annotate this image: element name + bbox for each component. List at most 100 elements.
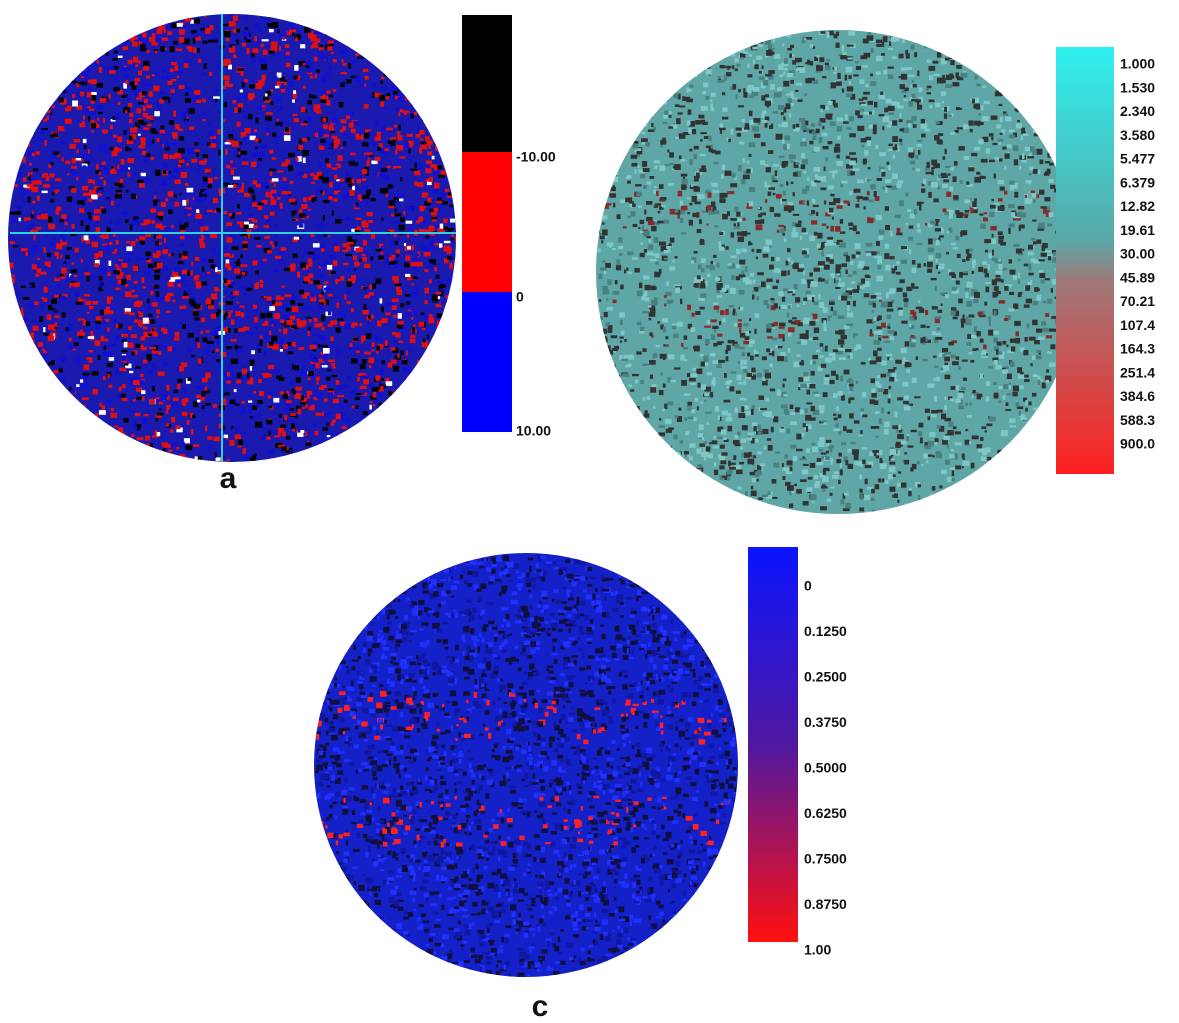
speckle: [118, 324, 122, 329]
speckle: [313, 31, 318, 34]
speckle: [366, 426, 370, 428]
speckle: [384, 16, 388, 22]
speckle: [705, 96, 709, 100]
speckle: [229, 21, 236, 26]
speckle: [386, 381, 393, 386]
speckle: [352, 406, 355, 409]
speckle: [321, 243, 327, 247]
speckle: [407, 25, 414, 31]
speckle: [945, 84, 952, 88]
speckle: [35, 121, 37, 123]
speckle: [283, 454, 285, 458]
speckle: [15, 184, 18, 187]
speckle: [394, 166, 401, 168]
speckle: [70, 421, 76, 425]
speckle: [137, 180, 143, 183]
speckle: [152, 140, 154, 143]
speckle: [154, 275, 160, 280]
speckle: [399, 33, 402, 36]
speckle: [246, 288, 252, 291]
speckle: [328, 360, 335, 363]
speckle: [48, 449, 52, 453]
speckle: [258, 379, 262, 383]
speckle: [155, 247, 158, 251]
speckle: [437, 282, 442, 285]
speckle: [126, 275, 130, 280]
speckle: [444, 152, 448, 157]
speckle: [704, 400, 706, 402]
speckle: [239, 305, 244, 307]
speckle: [1055, 488, 1061, 493]
speckle: [264, 321, 268, 326]
speckle: [133, 455, 140, 459]
speckle: [605, 129, 607, 133]
speckle: [441, 170, 448, 175]
speckle: [401, 84, 407, 89]
speckle: [761, 142, 766, 146]
speckle: [315, 73, 317, 78]
speckle: [42, 104, 46, 109]
speckle: [853, 225, 857, 231]
speckle: [915, 155, 918, 159]
speckle: [157, 155, 159, 158]
speckle: [405, 274, 410, 277]
speckle: [230, 404, 235, 406]
speckle: [211, 264, 216, 268]
speckle: [29, 19, 34, 22]
speckle: [399, 199, 403, 202]
speckle: [110, 125, 113, 129]
speckle: [194, 90, 200, 95]
speckle: [414, 42, 421, 48]
speckle: [395, 209, 398, 212]
speckle: [773, 111, 779, 114]
speckle: [161, 23, 166, 26]
speckle: [95, 340, 101, 346]
speckle: [109, 436, 114, 439]
speckle: [45, 454, 50, 459]
speckle: [682, 71, 685, 77]
speckle: [928, 239, 933, 245]
speckle: [30, 362, 36, 365]
speckle: [114, 87, 120, 91]
speckle: [819, 294, 821, 299]
speckle: [381, 101, 384, 106]
speckle: [301, 123, 308, 125]
speckle: [173, 348, 177, 353]
speckle: [825, 280, 829, 284]
speckle: [347, 281, 352, 287]
speckle: [301, 395, 304, 400]
speckle: [957, 127, 963, 129]
speckle: [300, 461, 306, 463]
speckle: [121, 355, 126, 361]
speckle: [996, 349, 999, 354]
speckle: [54, 53, 59, 56]
speckle: [362, 310, 368, 315]
speckle: [153, 285, 159, 289]
speckle: [279, 340, 284, 344]
speckle: [336, 303, 339, 308]
speckle: [184, 235, 190, 237]
speckle: [424, 107, 429, 113]
speckle: [58, 129, 65, 131]
speckle: [911, 155, 913, 158]
speckle: [334, 175, 337, 180]
speckle: [857, 126, 864, 131]
speckle: [39, 405, 44, 409]
speckle: [619, 498, 625, 501]
speckle: [41, 33, 45, 37]
speckle: [250, 283, 254, 286]
speckle: [291, 325, 295, 328]
speckle: [79, 71, 85, 73]
speckle: [375, 56, 377, 61]
speckle: [364, 229, 370, 232]
speckle: [333, 260, 338, 266]
speckle: [797, 355, 801, 357]
speckle: [951, 386, 956, 390]
speckle: [828, 185, 834, 189]
speckle: [90, 59, 96, 62]
speckle: [403, 211, 405, 215]
speckle: [40, 434, 45, 437]
speckle: [878, 512, 882, 515]
speckle: [80, 92, 84, 97]
speckle: [183, 251, 188, 256]
